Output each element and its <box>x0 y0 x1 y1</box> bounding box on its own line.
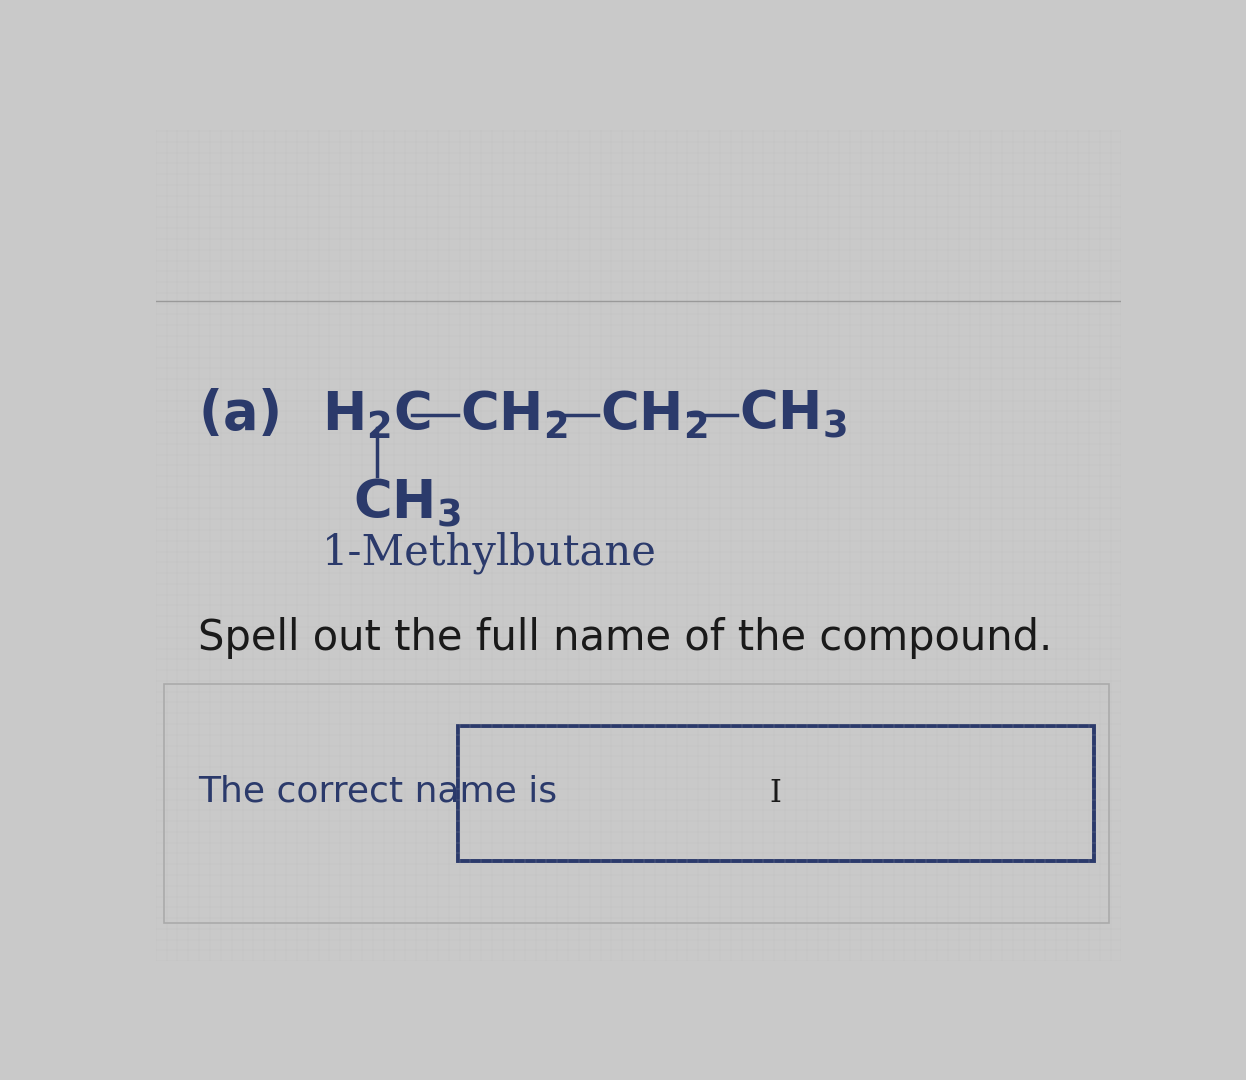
Text: $\mathbf{CH_2}$: $\mathbf{CH_2}$ <box>599 388 708 441</box>
Text: Spell out the full name of the compound.: Spell out the full name of the compound. <box>198 617 1053 659</box>
Text: I: I <box>770 778 781 809</box>
Text: $\mathbf{CH_3}$: $\mathbf{CH_3}$ <box>739 388 847 441</box>
FancyBboxPatch shape <box>459 727 1094 861</box>
Text: $\mathbf{CH_2}$: $\mathbf{CH_2}$ <box>460 388 568 441</box>
Text: $\mathbf{H_2C}$: $\mathbf{H_2C}$ <box>323 388 431 441</box>
Text: The correct name is: The correct name is <box>198 774 557 809</box>
Text: 1-Methylbutane: 1-Methylbutane <box>321 531 657 575</box>
Text: $\mathbf{(a)}$: $\mathbf{(a)}$ <box>198 389 279 441</box>
Text: $\mathbf{CH_3}$: $\mathbf{CH_3}$ <box>354 476 461 529</box>
